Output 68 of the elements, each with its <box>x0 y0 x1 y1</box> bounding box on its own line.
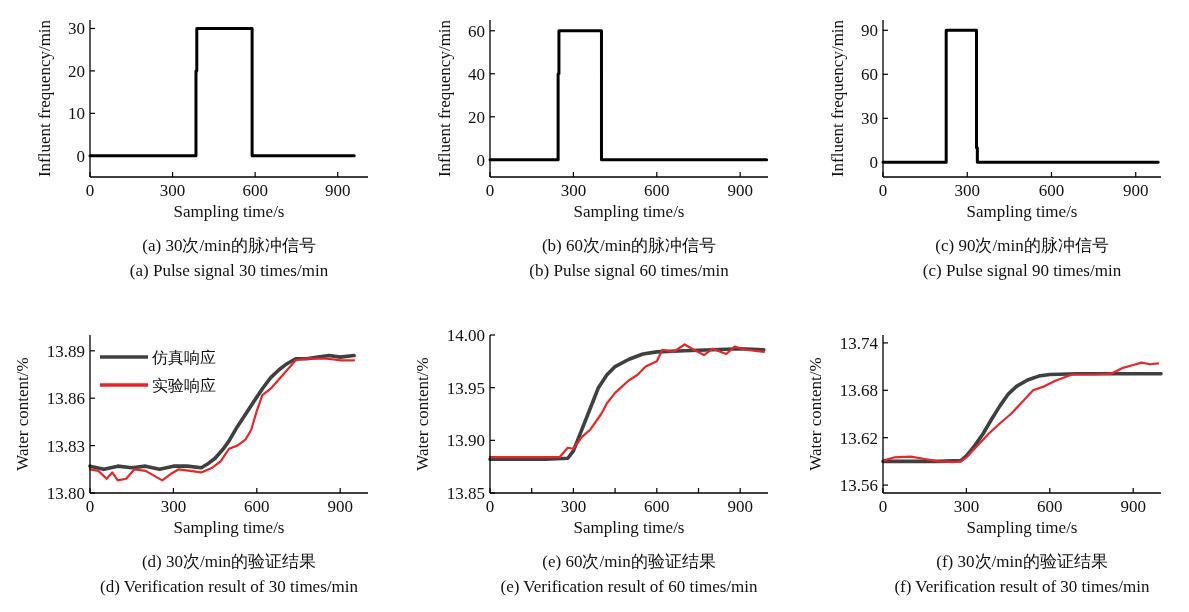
x-tick-label: 900 <box>327 497 353 516</box>
y-tick-label: 13.74 <box>839 333 879 353</box>
y-tick-label: 40 <box>468 64 485 84</box>
x-tick-label: 300 <box>160 497 187 516</box>
y-axis-title: Water content/% <box>413 357 432 471</box>
y-axis-title: Water content/% <box>13 357 32 471</box>
y-tick-label: 13.90 <box>446 431 485 451</box>
x-tick-label: 900 <box>324 181 351 200</box>
y-tick-label: 60 <box>861 65 878 85</box>
text: (e) 60次/min的验证结果 <box>542 552 716 571</box>
x-tick-label: 900 <box>727 497 753 516</box>
y-tick-label: 60 <box>468 21 485 41</box>
y-tick-label: 10 <box>68 104 85 124</box>
y-axis-title: Influent frequency/min <box>35 19 54 178</box>
y-tick-label: 13.83 <box>46 436 85 456</box>
x-axis-title: Sampling time/s <box>966 202 1078 221</box>
x-tick-label: 600 <box>644 497 670 516</box>
y-tick-label: 14.00 <box>446 326 485 345</box>
y-tick-label: 13.68 <box>839 381 878 401</box>
text: (b) 60次/min的脉冲信号 <box>541 236 717 255</box>
x-tick-label: 600 <box>644 181 670 200</box>
y-tick-label: 20 <box>468 107 485 127</box>
x-tick-label: 300 <box>560 497 587 516</box>
text: (c) Pulse signal 90 times/min <box>922 261 1122 280</box>
y-tick-label: 0 <box>76 146 85 166</box>
y-tick-label: 13.89 <box>46 341 85 361</box>
x-tick-label: 300 <box>159 181 186 200</box>
y-axis-title: Water content/% <box>806 357 825 471</box>
text: (b) Pulse signal 60 times/min <box>529 261 730 280</box>
y-tick-label: 30 <box>861 109 878 129</box>
x-tick-label: 300 <box>953 497 980 516</box>
y-tick-label: 13.80 <box>46 484 85 503</box>
x-tick-label: 900 <box>1120 497 1146 516</box>
x-axis-title: Sampling time/s <box>573 202 685 221</box>
x-tick-label: 900 <box>1122 181 1149 200</box>
y-tick-label: 0 <box>476 150 485 170</box>
x-tick-label: 600 <box>244 497 270 516</box>
text: (f) 30次/min的验证结果 <box>936 552 1108 571</box>
text: (d) 30次/min的验证结果 <box>141 552 317 571</box>
x-tick-label: 300 <box>560 181 587 200</box>
y-tick-label: 30 <box>68 19 85 39</box>
y-tick-label: 13.85 <box>446 484 485 503</box>
text: (c) 90次/min的脉冲信号 <box>935 236 1109 255</box>
y-axis-title: Influent frequency/min <box>828 19 847 178</box>
x-axis-title: Sampling time/s <box>173 202 285 221</box>
text: (f) Verification result of 30 times/min <box>894 577 1151 596</box>
text: (a) 30次/min的脉冲信号 <box>142 236 316 255</box>
y-tick-label: 90 <box>861 21 878 41</box>
x-axis-title: Sampling time/s <box>573 518 685 537</box>
x-axis-title: Sampling time/s <box>173 518 285 537</box>
x-tick-label: 600 <box>1037 497 1063 516</box>
text: (d) Verification result of 30 times/min <box>100 577 359 596</box>
x-tick-label: 600 <box>242 181 268 200</box>
y-tick-label: 13.86 <box>46 389 85 409</box>
x-tick-label: 300 <box>954 181 980 200</box>
x-tick-label: 900 <box>727 181 753 200</box>
x-axis-title: Sampling time/s <box>966 518 1078 537</box>
y-tick-label: 13.56 <box>839 476 878 496</box>
x-tick-label: 600 <box>1038 181 1065 200</box>
legend-label: 实验响应 <box>152 376 216 395</box>
y-tick-label: 20 <box>68 61 85 81</box>
y-tick-label: 0 <box>869 153 878 173</box>
y-tick-label: 13.95 <box>446 378 485 398</box>
legend-label: 仿真响应 <box>151 348 216 367</box>
y-tick-label: 13.62 <box>839 428 878 448</box>
text: (e) Verification result of 60 times/min <box>500 577 758 596</box>
y-axis-title: Influent frequency/min <box>435 19 454 178</box>
text: (a) Pulse signal 30 times/min <box>129 261 329 280</box>
